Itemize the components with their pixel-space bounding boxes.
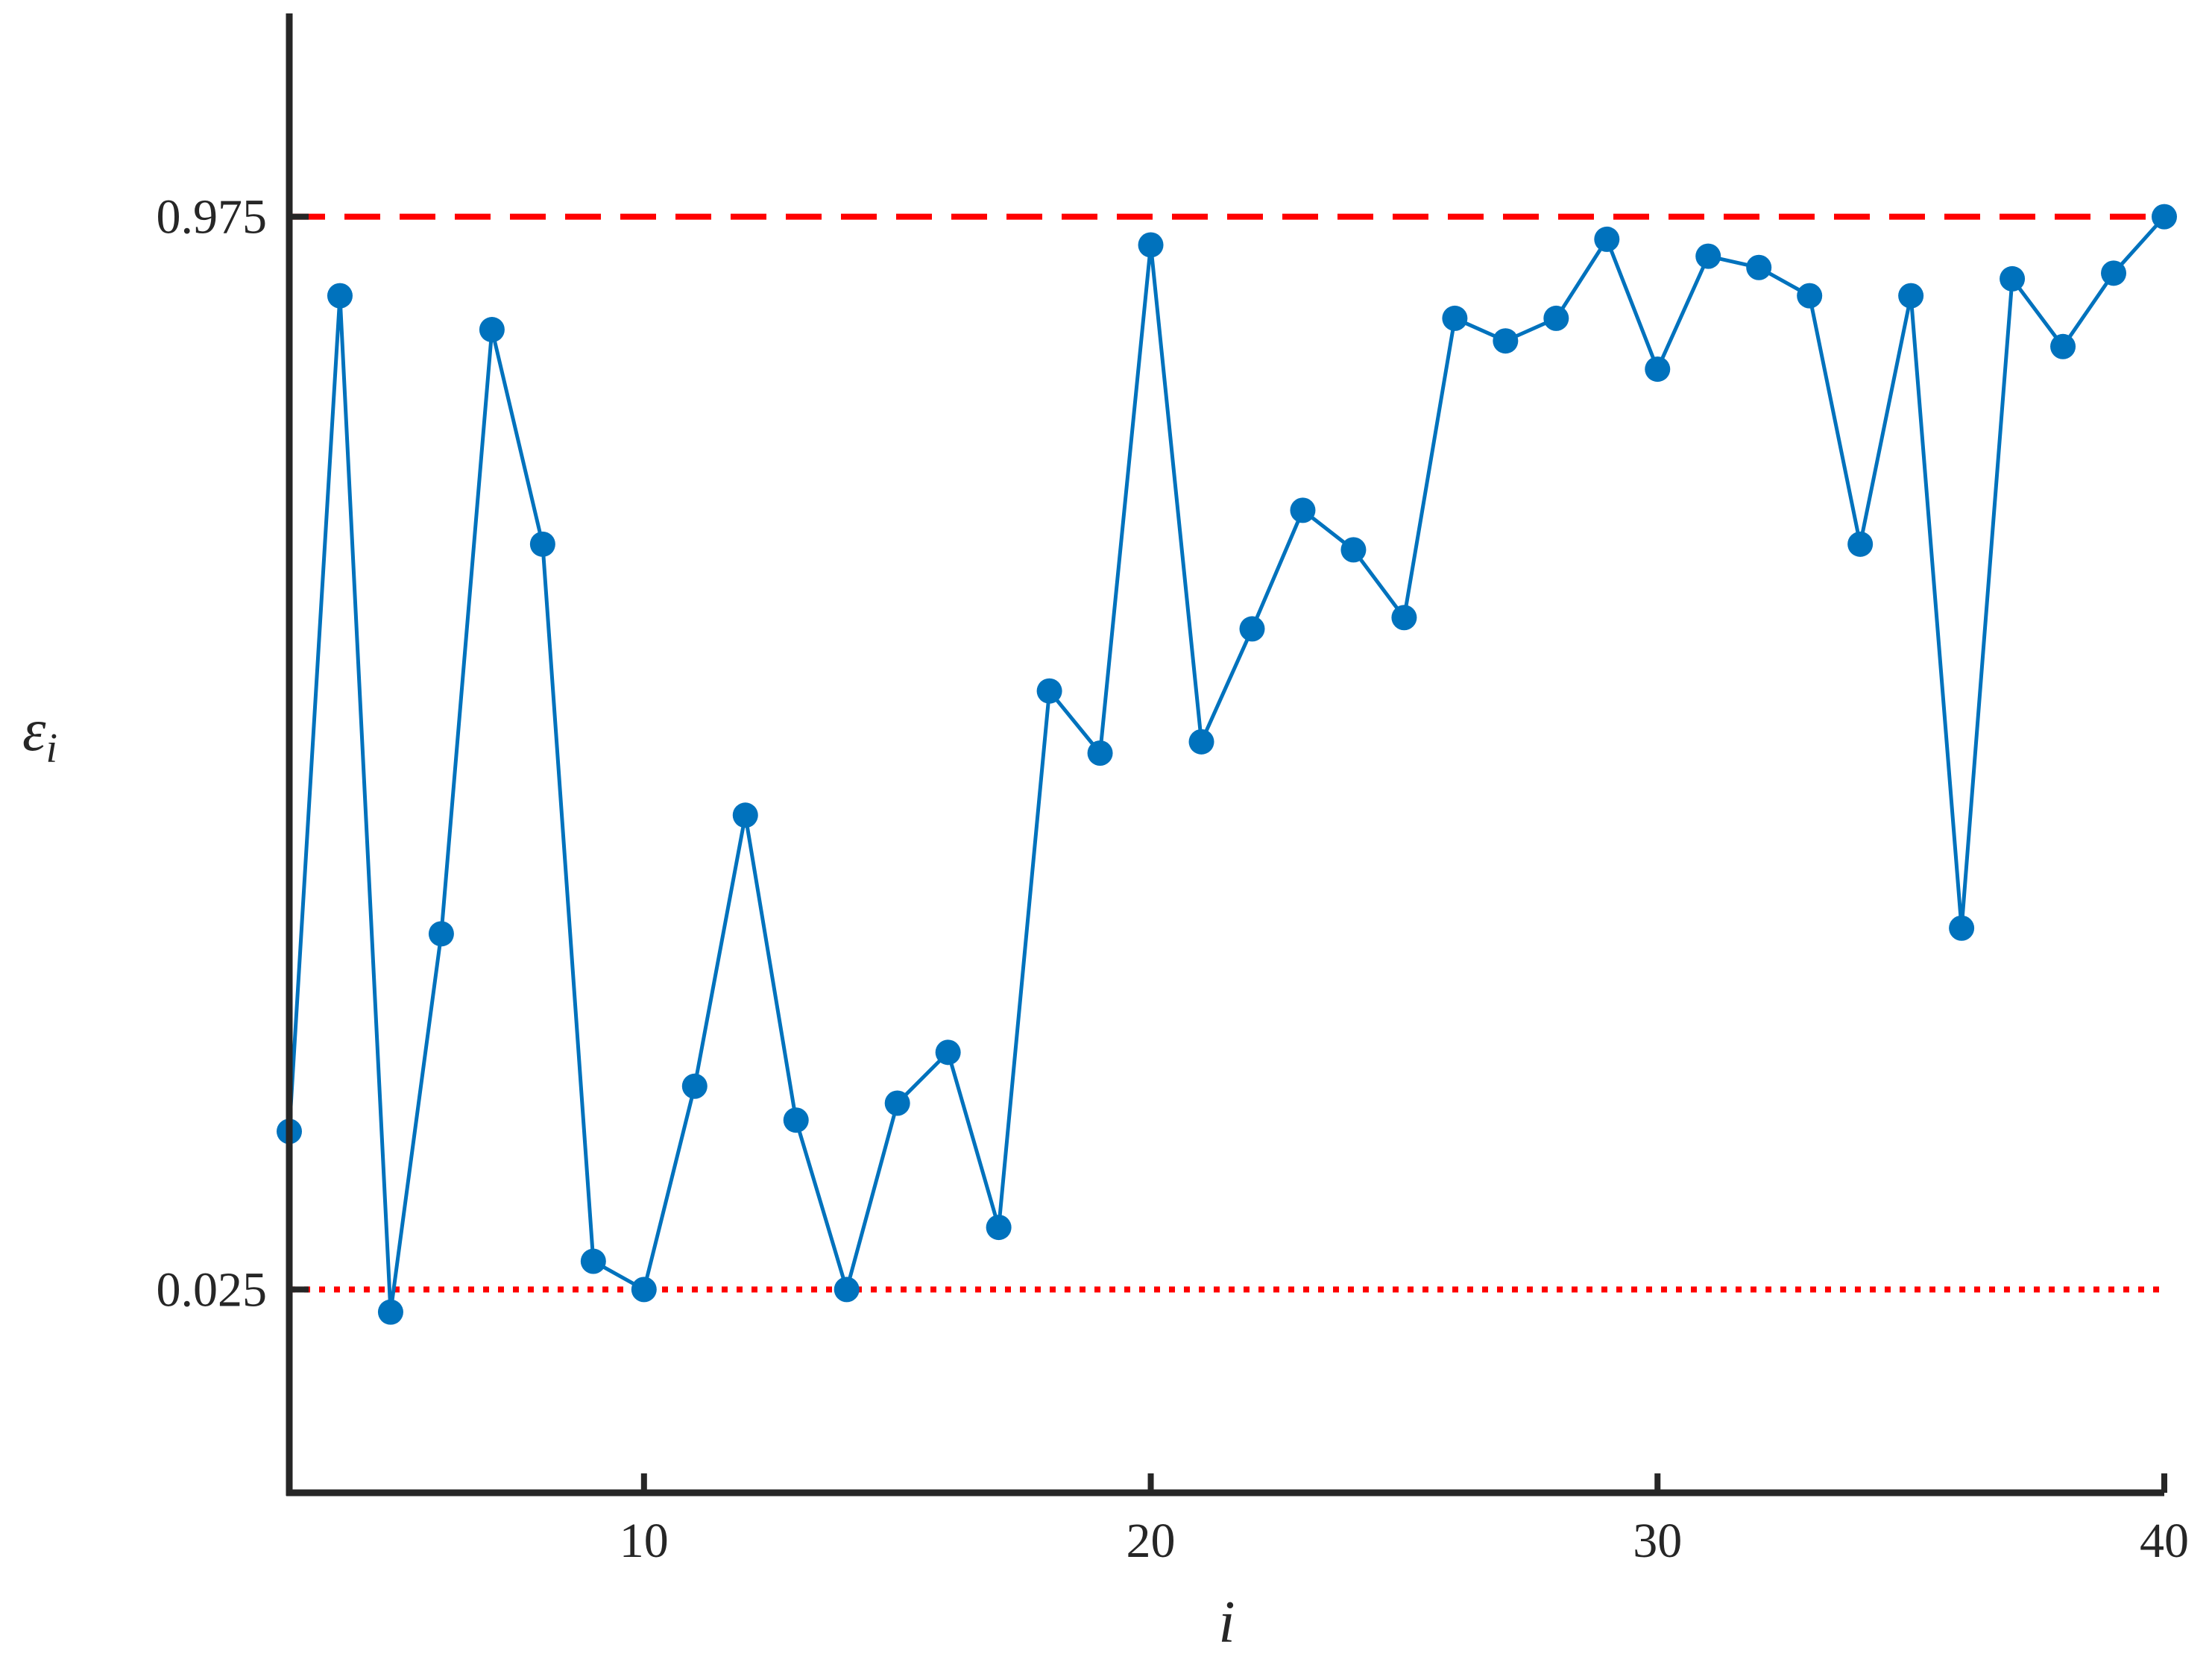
series-layer [277, 204, 2177, 1325]
y-tick-label-0.975: 0.975 [157, 190, 268, 245]
data-point-20 [1138, 232, 1164, 258]
data-point-6 [428, 921, 454, 947]
data-point-31 [1695, 243, 1721, 269]
data-point-17 [986, 1215, 1012, 1241]
data-point-12 [732, 802, 758, 828]
data-point-11 [681, 1073, 708, 1099]
data-point-30 [1645, 356, 1671, 383]
x-tick-label-20: 20 [1127, 1514, 1176, 1568]
data-point-10 [631, 1277, 657, 1303]
data-point-5 [377, 1299, 403, 1325]
y-axis-label-symbol: ε [22, 698, 46, 764]
data-point-13 [783, 1107, 809, 1133]
data-point-39 [2101, 260, 2127, 286]
data-point-18 [1036, 678, 1062, 704]
reference-lines [289, 213, 2164, 1293]
data-point-29 [1594, 226, 1620, 252]
x-tick-label-40: 40 [2140, 1514, 2189, 1568]
data-point-36 [1949, 915, 1975, 941]
data-point-38 [2050, 333, 2076, 359]
data-point-24 [1340, 537, 1367, 563]
series-line-1 [287, 215, 2166, 1315]
data-point-26 [1442, 305, 1468, 331]
y-axis-label: εi [22, 698, 57, 772]
data-point-35 [1898, 283, 1924, 309]
data-point-37 [2000, 265, 2026, 292]
data-point-33 [1797, 283, 1823, 309]
x-tick-label-10: 10 [620, 1514, 669, 1568]
data-point-40 [2152, 204, 2177, 230]
data-point-32 [1746, 254, 1772, 280]
data-point-34 [1847, 531, 1874, 557]
data-point-25 [1391, 605, 1417, 631]
data-point-7 [479, 317, 505, 343]
data-point-14 [834, 1277, 860, 1303]
x-tick-label-30: 30 [1633, 1514, 1682, 1568]
data-point-21 [1188, 728, 1214, 755]
ticks: 10 20 30 40 0.025 0.975 [157, 190, 2190, 1568]
data-point-15 [884, 1090, 910, 1116]
data-point-22 [1239, 616, 1265, 642]
data-point-19 [1087, 740, 1113, 766]
data-point-28 [1543, 305, 1569, 331]
data-point-8 [529, 531, 555, 557]
data-point-9 [580, 1248, 606, 1274]
data-point-27 [1493, 328, 1519, 354]
axes [286, 13, 2164, 1497]
y-axis-label-subscript: i [46, 726, 58, 772]
data-point-4 [327, 283, 353, 309]
data-point-23 [1290, 497, 1316, 523]
y-tick-label-0.025: 0.025 [157, 1262, 268, 1317]
x-axis-label: i [1218, 1590, 1235, 1655]
data-point-16 [935, 1039, 961, 1066]
